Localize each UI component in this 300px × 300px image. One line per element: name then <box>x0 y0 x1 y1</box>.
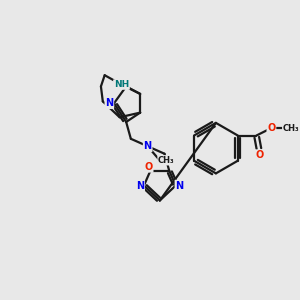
Text: O: O <box>267 123 275 133</box>
Text: N: N <box>105 98 113 108</box>
Text: N: N <box>136 181 144 190</box>
Text: NH: NH <box>114 80 129 89</box>
Text: O: O <box>255 150 263 160</box>
Text: CH₃: CH₃ <box>283 124 299 133</box>
Text: N: N <box>176 181 184 190</box>
Text: CH₃: CH₃ <box>158 156 175 165</box>
Text: N: N <box>144 141 152 151</box>
Text: O: O <box>145 162 153 172</box>
